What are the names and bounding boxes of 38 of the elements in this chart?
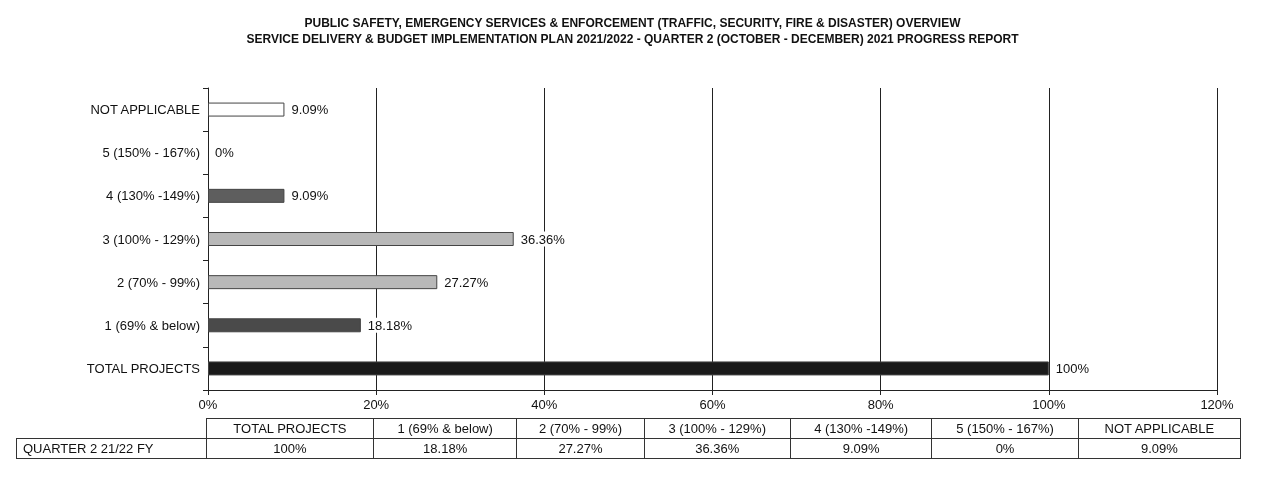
- data-label: 18.18%: [367, 317, 413, 333]
- y-tick-label: TOTAL PROJECTS: [86, 360, 201, 376]
- text: 36.36%: [695, 441, 740, 456]
- data-label: 27.27%: [444, 274, 489, 290]
- chart-title: PUBLIC SAFETY, EMERGENCY SERVICES & ENFORCEMENT (TRAFFIC, SECURITY, FIRE & DISASTER) OVERVIEW: [304, 16, 962, 30]
- category-label: 3 (100% - 129%): [668, 421, 766, 436]
- data-label: 36.36%: [520, 231, 566, 247]
- x-tick-label: 40%: [531, 397, 558, 412]
- category-label: 1 (69% & below): [397, 421, 493, 436]
- y-tick-label: 4 (130% -149%): [106, 188, 200, 204]
- x-tick-label: 80%: [867, 397, 895, 412]
- category-label: 2 (70% - 99%): [538, 421, 622, 436]
- text: 18.18%: [423, 441, 468, 456]
- y-tick-label: 5 (150% - 167%): [102, 145, 200, 161]
- category-label: 5 (150% - 167%): [956, 421, 1054, 436]
- y-tick-label: 2 (70% - 99%): [116, 274, 200, 290]
- x-tick-label: 20%: [363, 397, 390, 412]
- text: 9.09%: [1140, 441, 1178, 456]
- chart-subtitle: SERVICE DELIVERY & BUDGET IMPLEMENTATION PLAN 2021/2022 - QUARTER 2 (OCTOBER - DECEMBER) 2021 PROGRESS REPORT: [246, 32, 1020, 46]
- x-tick-label: 100%: [1032, 397, 1066, 412]
- x-tick-label: 60%: [699, 397, 726, 412]
- y-tick-label: NOT APPLICABLE: [90, 102, 201, 118]
- text: 0%: [995, 441, 1015, 456]
- x-tick-label: 120%: [1200, 397, 1235, 412]
- y-tick-label: 1 (69% & below): [104, 317, 200, 333]
- category-label: 4 (130% -149%): [814, 421, 909, 436]
- text: QUARTER 2 21/22 FY: [16, 438, 207, 459]
- category-label: TOTAL PROJECTS: [233, 421, 347, 436]
- y-tick-label: 3 (100% - 129%): [102, 231, 200, 247]
- data-label: 9.09%: [291, 102, 329, 118]
- data-label: 9.09%: [291, 188, 329, 204]
- text: 100%: [273, 441, 307, 456]
- category-label: NOT APPLICABLE: [1104, 421, 1215, 436]
- x-tick-label: 0%: [198, 397, 218, 412]
- data-label: 100%: [1055, 360, 1090, 376]
- text: 27.27%: [558, 441, 603, 456]
- text: 9.09%: [842, 441, 880, 456]
- data-label: 0%: [215, 145, 235, 161]
